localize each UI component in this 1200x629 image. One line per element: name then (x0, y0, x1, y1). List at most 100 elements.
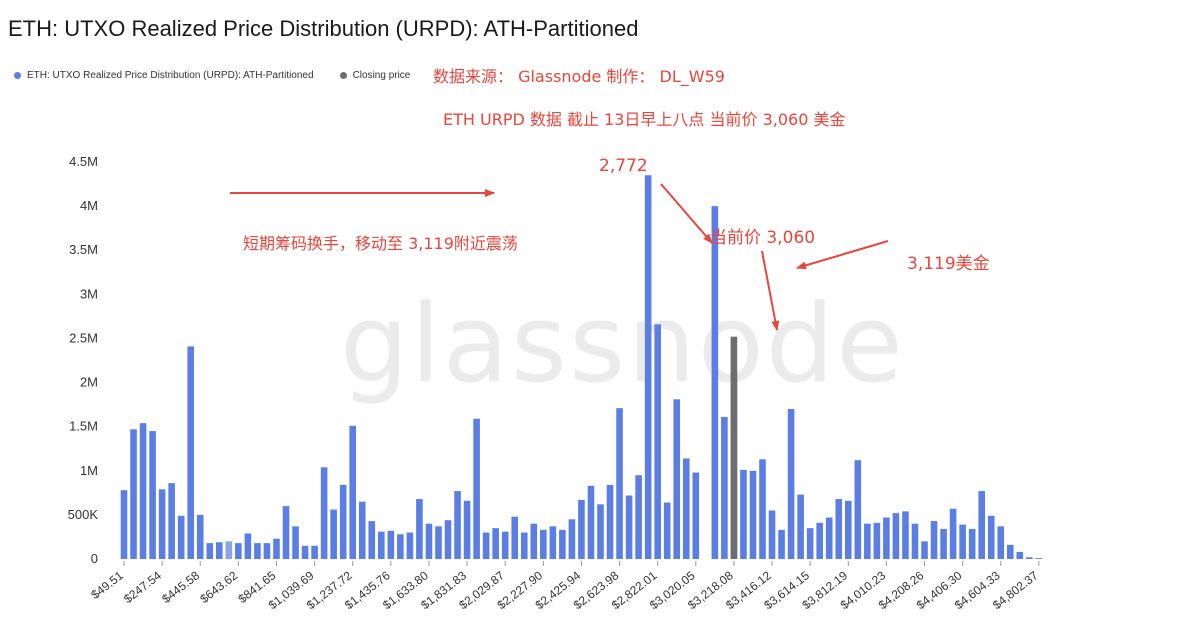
urpd-bar (187, 346, 195, 559)
y-tick-label: 1M (80, 463, 98, 478)
y-tick-label: 0 (91, 551, 98, 566)
urpd-bar (435, 526, 442, 559)
urpd-bar (511, 516, 519, 559)
urpd-bar (930, 521, 938, 559)
x-tick-label: $643.62 (197, 568, 240, 606)
urpd-bar (673, 399, 681, 559)
urpd-bar (273, 538, 280, 559)
urpd-bar (873, 522, 881, 559)
urpd-bar (835, 499, 843, 559)
annotation-price-2772: 2,772 (599, 156, 648, 176)
current-price-arrow (761, 250, 780, 331)
urpd-bar (235, 543, 242, 559)
urpd-bar (168, 483, 175, 559)
urpd-bar (816, 522, 823, 559)
urpd-bar (120, 490, 128, 559)
urpd-bar (530, 523, 538, 559)
urpd-bar (644, 175, 652, 559)
urpd-bar (1026, 557, 1033, 559)
urpd-bar (778, 529, 785, 559)
y-tick-label: 500K (68, 507, 99, 522)
urpd-bar (587, 485, 595, 559)
annotation-current-price: 当前价 3,060 (710, 228, 816, 248)
urpd-bar (254, 543, 261, 559)
legend-item-closing-price[interactable]: Closing price (339, 70, 410, 81)
urpd-bar (520, 532, 528, 559)
urpd-bar (216, 542, 223, 559)
urpd-bar (301, 545, 309, 559)
urpd-bar (825, 517, 833, 559)
urpd-bar (559, 529, 566, 559)
legend-item-urpd[interactable]: ETH: UTXO Realized Price Distribution (U… (14, 70, 314, 81)
urpd-bar (416, 499, 423, 559)
urpd-bar (978, 491, 985, 559)
y-tick-label: 1.5M (69, 419, 98, 434)
urpd-bar (1035, 558, 1043, 559)
annotation-price-3119: 3,119美金 (907, 254, 990, 274)
urpd-bar (177, 515, 185, 559)
urpd-bar (654, 324, 661, 559)
urpd-bar (987, 515, 995, 559)
urpd-bar (911, 523, 919, 559)
urpd-bar (578, 499, 585, 559)
urpd-bar (740, 469, 747, 559)
price-3119-arrow (796, 240, 889, 270)
urpd-bar (949, 508, 957, 559)
urpd-bar (997, 526, 1005, 559)
urpd-bar (339, 484, 347, 559)
legend-label-urpd: ETH: UTXO Realized Price Distribution (U… (27, 69, 314, 81)
urpd-bar (196, 514, 204, 559)
urpd-bar (206, 543, 214, 559)
urpd-bar (682, 458, 690, 559)
y-tick-label: 3M (80, 286, 98, 301)
urpd-bar (397, 534, 404, 559)
urpd-bar (635, 475, 642, 559)
urpd-bar (663, 502, 671, 559)
glassnode-watermark: glassnode (340, 282, 905, 407)
x-tick-label: $49.51 (88, 568, 126, 602)
urpd-bar (959, 524, 966, 559)
urpd-bar (406, 532, 414, 559)
urpd-bar (444, 520, 452, 559)
urpd-bar (349, 425, 357, 559)
annotation-source: 数据来源： Glassnode 制作： DL_W59 (433, 67, 725, 86)
urpd-bar (549, 526, 557, 559)
urpd-bar (158, 489, 166, 559)
price-2772-arrow (660, 183, 713, 244)
urpd-bar (1016, 551, 1024, 559)
legend-dot-urpd (14, 71, 21, 79)
urpd-bar (492, 528, 499, 559)
urpd-bar (540, 529, 547, 559)
urpd-bar (968, 529, 976, 559)
urpd-bar (149, 431, 156, 559)
urpd-bar (759, 459, 766, 559)
urpd-bar (940, 529, 947, 559)
urpd-bar (568, 519, 576, 559)
urpd-bar (378, 531, 385, 559)
urpd-bar (501, 531, 509, 559)
urpd-bar (425, 523, 433, 559)
urpd-bar (787, 409, 795, 559)
urpd-bar (625, 495, 633, 559)
urpd-bar (139, 423, 147, 559)
urpd-bar (244, 533, 252, 559)
closing-price-bar (730, 336, 738, 559)
annotation-chip-move: 短期筹码换手，移动至 3,119附近震荡 (243, 234, 518, 253)
urpd-bar (263, 543, 271, 559)
urpd-bar (482, 532, 490, 559)
y-tick-label: 3.5M (69, 242, 98, 257)
legend-dot-closing-price (339, 71, 347, 79)
urpd-bar (225, 541, 233, 559)
x-tick-label: $445.58 (159, 568, 202, 606)
x-tick-label: $247.54 (121, 568, 164, 606)
urpd-bar (387, 530, 395, 559)
urpd-bar (806, 528, 814, 559)
urpd-bar (368, 521, 376, 559)
urpd-bar (892, 513, 900, 559)
urpd-bar (902, 511, 909, 559)
y-tick-label: 4.5M (69, 154, 98, 169)
urpd-bar (883, 517, 890, 559)
urpd-bar (616, 408, 623, 559)
urpd-bar (463, 500, 471, 559)
urpd-bar (473, 418, 480, 559)
